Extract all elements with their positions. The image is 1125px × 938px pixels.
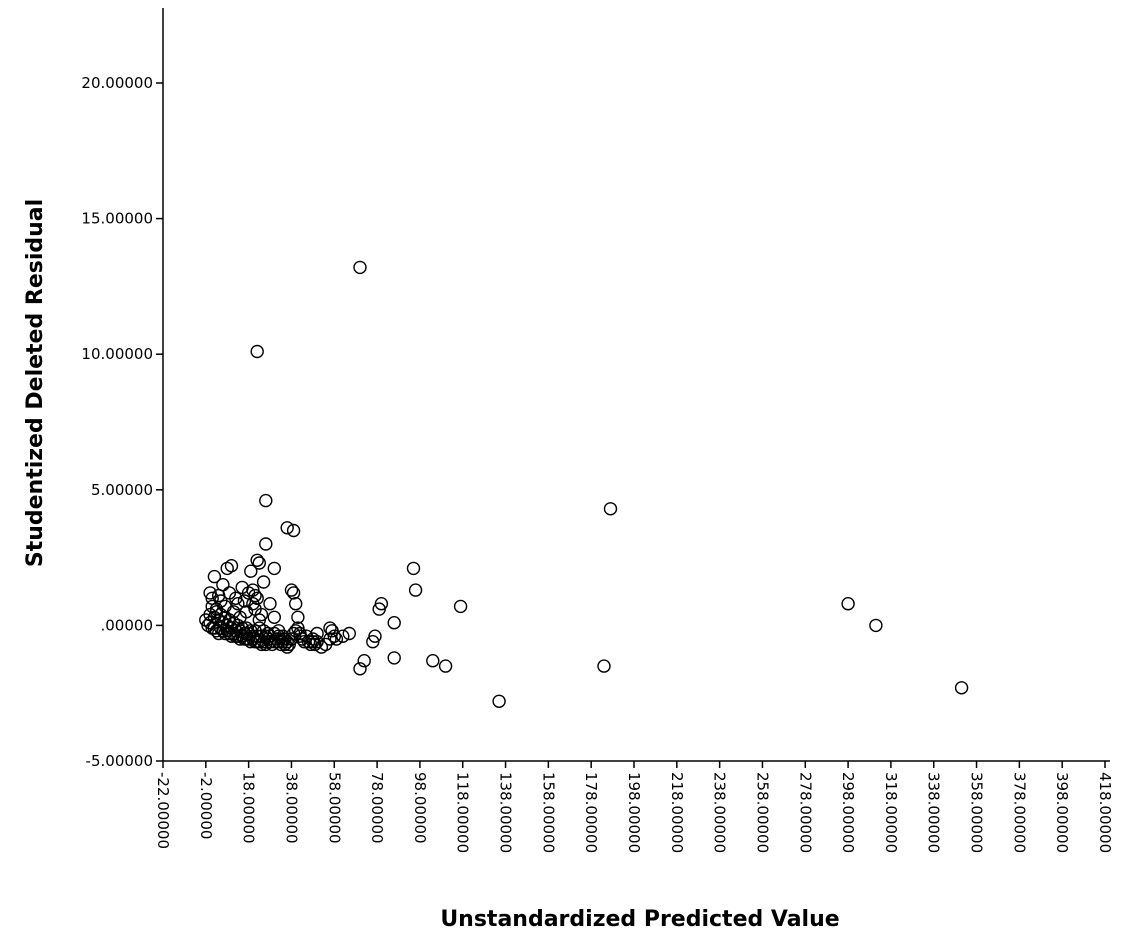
x-tick-label: 238.00000 [711,772,729,853]
data-point [246,597,260,611]
y-tick-label: 20.00000 [81,74,153,92]
x-tick-label: 398.00000 [1053,772,1071,853]
x-axis-title: Unstandardized Predicted Value [440,907,839,932]
data-point [323,621,337,635]
data-point [220,561,234,576]
data-point [291,610,305,624]
data-point [263,597,277,611]
x-tick-label: 178.00000 [582,772,600,853]
data-point [252,556,266,570]
data-point [286,586,301,600]
x-tick-label: 278.00000 [796,772,814,853]
x-tick-label: 258.00000 [753,772,771,853]
data-point [207,569,222,584]
y-tick-label: .00000 [101,616,154,634]
data-point [869,618,883,633]
data-point [286,523,301,538]
data-point [289,597,303,611]
data-point [329,632,344,646]
data-point [250,344,264,359]
data-point [239,605,254,619]
data-point [597,659,611,673]
x-tick-label: 318.00000 [882,772,900,853]
x-tick-label: 18.00000 [240,772,258,844]
points-layer [199,260,969,708]
data-point [841,597,855,611]
data-point [353,260,367,275]
data-point [426,654,440,668]
data-point [280,521,294,535]
x-tick-label: 378.00000 [1010,772,1028,853]
data-point [387,651,401,665]
data-point [271,624,286,638]
data-point [293,629,307,643]
x-tick-label: -22.00000 [154,772,172,849]
x-tick-label: 118.00000 [454,772,472,853]
ticks-layer: -5.00000 .00000 5.00000 10.00000 15.00000 20.… [81,74,1114,853]
data-point [368,629,382,643]
x-tick-label: 298.00000 [839,772,857,853]
data-point [231,597,245,611]
data-point [259,537,273,551]
data-point [325,624,339,638]
x-tick-label: 418.00000 [1096,772,1114,853]
x-tick-label: 198.00000 [625,772,643,853]
y-tick-label: 10.00000 [81,345,153,363]
data-point [252,613,266,627]
x-tick-label: 358.00000 [968,772,986,853]
data-point [280,640,294,654]
data-point [954,681,969,695]
data-point [408,583,423,597]
data-point [237,594,252,608]
x-tick-label: 218.00000 [668,772,686,853]
data-point [492,694,506,708]
data-point [244,624,258,638]
data-point [244,564,258,578]
data-point [374,597,389,611]
data-point [216,578,230,592]
data-point [387,616,401,630]
data-point [235,621,249,635]
data-point [453,599,468,614]
data-point [224,559,239,573]
x-tick-label: 58.00000 [325,772,343,844]
x-tick-label: -2.00000 [197,772,215,839]
data-point [342,626,356,641]
data-point [267,610,281,624]
x-tick-label: 138.00000 [497,772,515,853]
data-point [438,659,453,673]
data-point [406,561,421,576]
data-point [250,553,264,567]
y-tick-label: 15.00000 [81,210,153,228]
data-point [353,662,367,676]
data-point [209,602,224,616]
x-tick-label: 38.00000 [282,772,300,844]
x-tick-label: 338.00000 [925,772,943,853]
data-point [248,588,262,603]
x-tick-label: 98.00000 [411,772,429,844]
x-tick-label: 158.00000 [539,772,557,853]
data-point [603,502,618,516]
data-point [284,583,299,597]
y-tick-label: -5.00000 [86,752,153,770]
y-axis-title: Studentized Deleted Residual [23,199,48,567]
data-point [259,493,273,508]
data-point [336,629,350,643]
data-point [310,626,324,641]
data-point [357,654,371,668]
y-tick-label: 5.00000 [91,481,153,499]
data-point [267,561,281,576]
axes-layer [162,8,1110,762]
x-tick-label: 78.00000 [368,772,386,844]
data-point [256,575,271,589]
